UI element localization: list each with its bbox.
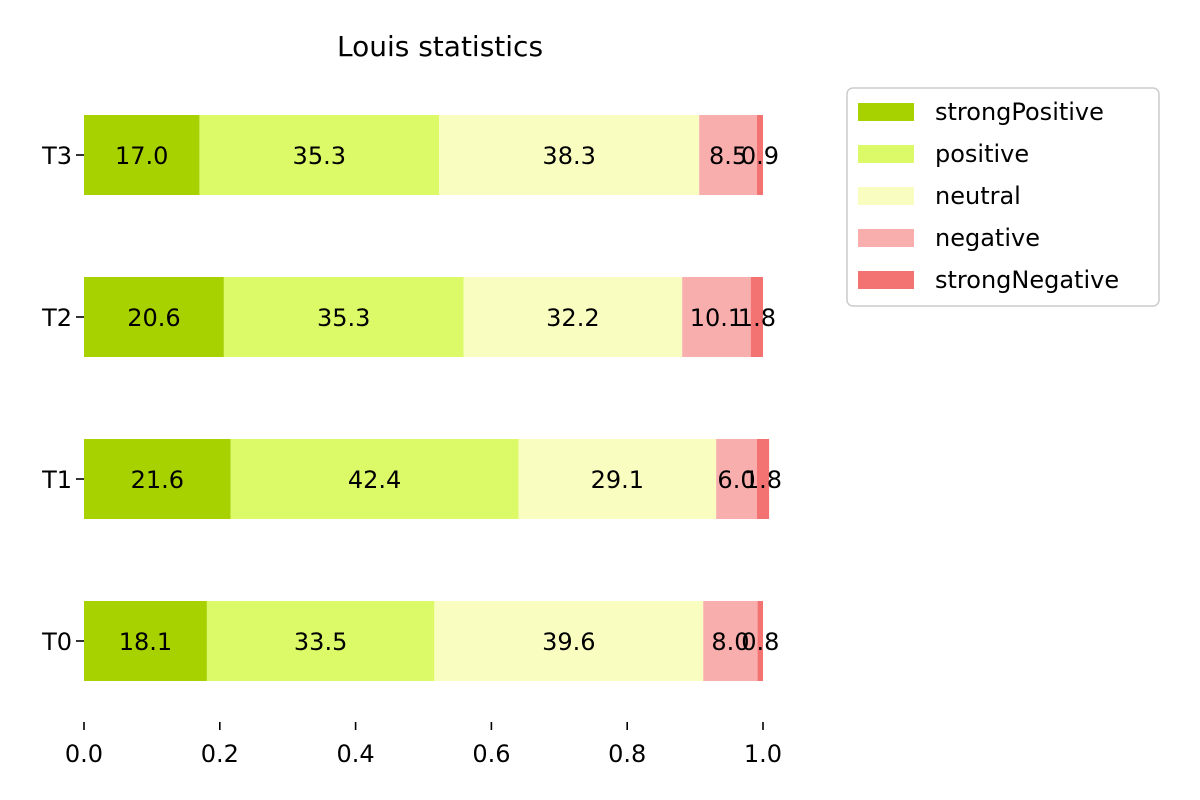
bar-T1-negative: [716, 439, 757, 519]
data-labels-layer: 18.1 33.5 39.6 8.00.821.6 42.4 29.1 6.01.820.6…: [115, 142, 782, 656]
legend-swatch-negative: [858, 229, 914, 247]
y-tick-label-T1: T1: [41, 466, 72, 494]
data-label-T1-strongPositive: 21.6: [131, 466, 184, 494]
legend: strongPositive positive neutral negative str…: [846, 87, 1160, 307]
bar-T3-negative: [699, 115, 757, 195]
data-label-T1-strongNegative: 1.8: [744, 466, 782, 494]
bar-T2-positive: [223, 277, 464, 357]
y-axis: T0 T1 T2 T3: [41, 142, 84, 656]
x-tick-label-0.4: 0.4: [337, 740, 375, 768]
x-tick-label-1.0: 1.0: [744, 740, 782, 768]
data-label-T1-positive: 42.4: [348, 466, 401, 494]
legend-frame: [846, 87, 1160, 307]
data-label-T0-neutral: 39.6: [542, 628, 595, 656]
chart-title: Louis statistics: [337, 30, 543, 63]
y-tick-label-T0: T0: [41, 628, 72, 656]
bar-T1-strongPositive: [84, 439, 231, 519]
y-tick-label-T2: T2: [41, 304, 72, 332]
data-label-T1-neutral: 29.1: [591, 466, 644, 494]
bar-T3-positive: [199, 115, 440, 195]
data-label-T1-negative: 6.0: [717, 466, 755, 494]
bar-T3-strongNegative: [756, 115, 763, 195]
legend-swatch-neutral: [858, 187, 914, 205]
legend-label-negative: negative: [935, 224, 1040, 252]
bar-T0-neutral: [434, 601, 704, 681]
y-tick-label-T3: T3: [41, 142, 72, 170]
x-tick-label-0.2: 0.2: [201, 740, 239, 768]
legend-swatch-strongPositive: [858, 103, 914, 121]
bar-T0-strongNegative: [757, 601, 763, 681]
bar-T1-positive: [230, 439, 519, 519]
bar-T2-strongNegative: [750, 277, 763, 357]
bar-T2-neutral: [463, 277, 683, 357]
bar-T0-negative: [703, 601, 758, 681]
data-label-T0-strongNegative: 0.8: [741, 628, 779, 656]
bar-T1-strongNegative: [756, 439, 770, 519]
legend-label-strongNegative: strongNegative: [935, 266, 1119, 294]
data-label-T3-negative: 8.5: [709, 142, 747, 170]
data-label-T2-strongNegative: 1.8: [738, 304, 776, 332]
data-label-T2-neutral: 32.2: [546, 304, 599, 332]
legend-label-strongPositive: strongPositive: [935, 98, 1104, 126]
x-tick-label-0.6: 0.6: [472, 740, 510, 768]
data-label-T3-positive: 35.3: [293, 142, 346, 170]
bar-T3-strongPositive: [84, 115, 200, 195]
bar-T2-strongPositive: [84, 277, 224, 357]
x-tick-label-0.0: 0.0: [65, 740, 103, 768]
data-label-T0-strongPositive: 18.1: [119, 628, 172, 656]
data-label-T0-negative: 8.0: [711, 628, 749, 656]
legend-swatch-strongNegative: [858, 271, 914, 289]
data-label-T2-positive: 35.3: [317, 304, 370, 332]
bar-T3-neutral: [439, 115, 700, 195]
bar-T0-positive: [206, 601, 435, 681]
bar-T2-negative: [682, 277, 751, 357]
legend-swatch-positive: [858, 145, 914, 163]
bar-T0-strongPositive: [84, 601, 207, 681]
data-label-T3-strongPositive: 17.0: [115, 142, 168, 170]
bar-T1-neutral: [518, 439, 717, 519]
x-axis: 0.0 0.2 0.4 0.6 0.8 1.0: [65, 722, 782, 768]
data-label-T2-negative: 10.1: [690, 304, 743, 332]
bars-layer: [84, 115, 770, 681]
data-label-T3-strongNegative: 0.9: [741, 142, 779, 170]
legend-label-neutral: neutral: [935, 182, 1021, 210]
data-label-T0-positive: 33.5: [294, 628, 347, 656]
legend-label-positive: positive: [935, 140, 1029, 168]
x-tick-label-0.8: 0.8: [608, 740, 646, 768]
data-label-T2-strongPositive: 20.6: [127, 304, 180, 332]
data-label-T3-neutral: 38.3: [542, 142, 595, 170]
